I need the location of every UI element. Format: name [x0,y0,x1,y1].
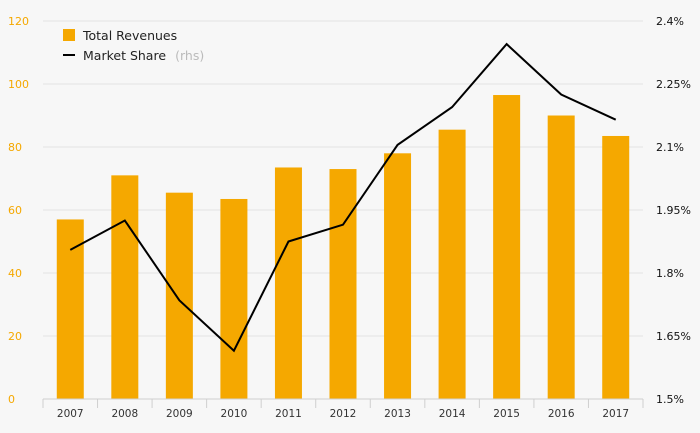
legend-label-total-revenues: Total Revenues [82,28,177,43]
y-right-tick-label: 1.95% [656,204,691,217]
x-tick-label: 2017 [602,408,629,420]
y-right-tick-label: 1.65% [656,330,691,343]
bar-total-revenues [56,219,84,399]
y-right-tick-label: 1.5% [656,393,684,406]
bar-total-revenues [274,167,302,399]
y-left-tick-label: 100 [8,78,29,91]
bar-total-revenues [438,129,466,400]
axes: 0 20 40 60 80 100 120 1.5% 1.65% 1.8% 1.95% 2.1% 2.2… [8,15,691,420]
legend: Total Revenues Market Share (rhs) [63,28,204,64]
x-tick-label: 2016 [548,408,575,420]
x-tick-label: 2007 [57,408,84,420]
bar-total-revenues [602,135,630,399]
x-tick-label: 2010 [221,408,248,420]
y-left-tick-label: 0 [8,393,15,406]
y-left-tick-label: 60 [8,204,22,217]
legend-label-market-share-note: (rhs) [175,48,204,63]
y-left-tick-label: 40 [8,267,22,280]
y-left-tick-label: 80 [8,141,22,154]
bar-total-revenues [111,175,139,399]
bar-total-revenues [384,153,412,399]
revenue-bars [56,95,630,400]
y-left-tick-label: 120 [8,15,29,28]
x-tick-label: 2008 [111,408,138,420]
y-right-tick-label: 2.1% [656,141,684,154]
y-right-tick-label: 2.25% [656,78,691,91]
bar-total-revenues [165,192,193,399]
market-share-line [69,42,617,353]
legend-swatch-total-revenues [63,29,75,41]
y-left-tick-label: 20 [8,330,22,343]
bar-total-revenues [493,95,521,400]
x-tick-label: 2014 [439,408,466,420]
x-tick-label: 2012 [330,408,357,420]
y-right-tick-label: 1.8% [656,267,684,280]
x-tick-label: 2015 [493,408,520,420]
bar-total-revenues [220,198,248,399]
bar-total-revenues [547,115,575,399]
bar-total-revenues [329,169,357,399]
market-share-line-group [69,42,617,353]
legend-label-market-share-name: Market Share [83,48,166,63]
x-tick-label: 2009 [166,408,193,420]
x-tick-label: 2013 [384,408,411,420]
legend-label-market-share: Market Share (rhs) [83,45,204,64]
x-tick-label: 2011 [275,408,302,420]
y-right-tick-label: 2.4% [656,15,684,28]
